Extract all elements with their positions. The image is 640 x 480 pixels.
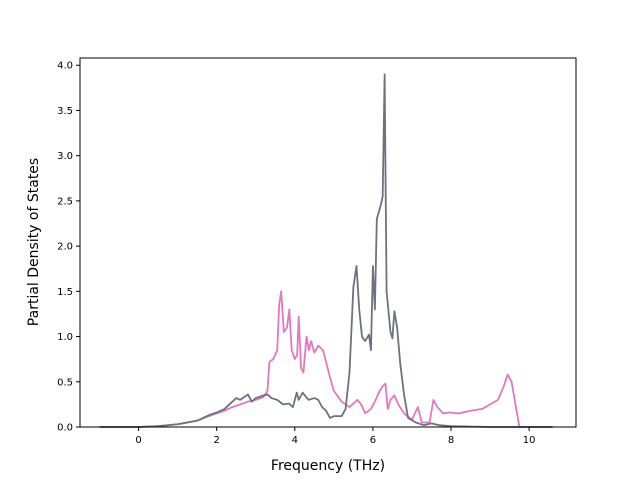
- y-axis-title: Partial Density of States: [26, 158, 42, 326]
- y-tick-label: 4.0: [57, 61, 73, 72]
- y-tick-label: 1.5: [57, 287, 73, 298]
- x-axis-title: Frequency (THz): [271, 458, 385, 474]
- y-axis-ticks: 0.0 0.5 1.0 1.5 2.0 2.5 3.0 3.5 4.0: [57, 61, 80, 434]
- x-tick-label: 10: [523, 435, 536, 446]
- x-tick-label: 2: [214, 435, 220, 446]
- y-tick-label: 3.5: [57, 106, 73, 117]
- y-tick-label: 3.0: [57, 151, 73, 162]
- y-tick-label: 2.0: [57, 242, 73, 253]
- series-layer: [99, 73, 553, 428]
- series-line-1: [99, 290, 553, 428]
- plot-frame: [79, 57, 577, 428]
- series-line-2: [99, 73, 553, 428]
- x-tick-label: 4: [292, 435, 298, 446]
- x-axis-ticks: 0 2 4 6 8 10: [135, 427, 536, 446]
- x-tick-label: 8: [448, 435, 454, 446]
- y-tick-label: 1.0: [57, 332, 73, 343]
- y-tick-label: 2.5: [57, 196, 73, 207]
- x-tick-label: 6: [370, 435, 376, 446]
- y-tick-label: 0.0: [57, 423, 73, 434]
- y-tick-label: 0.5: [57, 377, 73, 388]
- x-tick-label: 0: [135, 435, 141, 446]
